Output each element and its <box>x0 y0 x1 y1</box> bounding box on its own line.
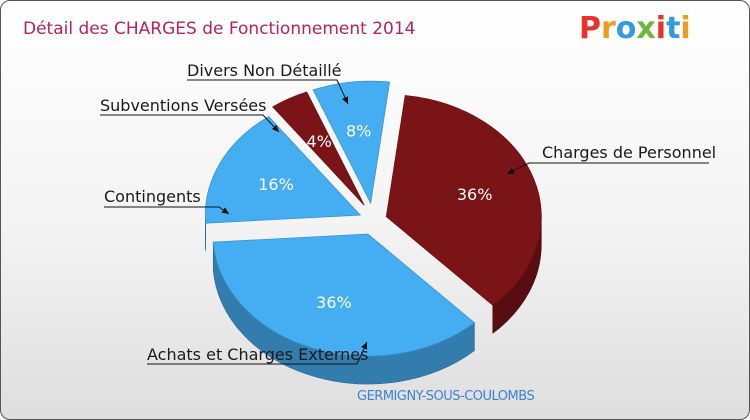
pie-slice-contingents <box>204 116 362 224</box>
proxiti-logo: Proxiti <box>579 11 691 46</box>
leader-arrow-divers-non-detaille <box>342 96 348 104</box>
commune-name: GERMIGNY-SOUS-COULOMBS <box>357 389 534 404</box>
leader-achats-et-charges-externes <box>147 341 368 365</box>
logo-letter-5: i <box>656 11 666 46</box>
logo-letter-6: t <box>666 11 680 46</box>
pie-slice-subventions-versees <box>272 91 365 206</box>
logo-letter-2: r <box>601 11 616 46</box>
pct-label-achats-et-charges-externes: 36% <box>316 293 352 312</box>
pie-slice-divers-non-detaille <box>312 80 391 205</box>
logo-letter-1: P <box>579 11 601 46</box>
logo-letter-4: x <box>636 11 655 46</box>
leader-arrow-charges-de-personnel <box>507 168 515 174</box>
leader-subventions-versees <box>100 114 280 133</box>
label-charges-de-personnel: Charges de Personnel <box>542 143 716 162</box>
pie-tops <box>204 80 542 357</box>
label-divers-non-detaille: Divers Non Détaillé <box>187 61 341 80</box>
chart-title: Détail des CHARGES de Fonctionnement 201… <box>23 19 415 39</box>
leader-arrow-subventions-versees <box>271 124 279 132</box>
leader-arrow-contingents <box>221 207 229 214</box>
label-achats-et-charges-externes: Achats et Charges Externes <box>147 345 368 364</box>
leader-charges-de-personnel <box>506 162 709 175</box>
pct-label-contingents: 16% <box>258 175 294 194</box>
pct-label-charges-de-personnel: 36% <box>457 185 493 204</box>
pct-label-subventions-versees: 4% <box>306 132 331 151</box>
label-subventions-versees: Subventions Versées <box>100 96 266 115</box>
leader-lines <box>100 79 709 365</box>
pie-slice-charges-de-personnel <box>385 95 542 306</box>
logo-letter-3: o <box>616 11 637 46</box>
leader-arrow-achats-et-charges-externes <box>361 342 368 350</box>
pie-slice-achats-et-charges-externes <box>212 233 476 357</box>
leader-divers-non-detaille <box>187 79 349 105</box>
label-contingents: Contingents <box>104 187 201 206</box>
pct-label-divers-non-detaille: 8% <box>346 122 371 141</box>
logo-letter-7: i <box>680 11 690 46</box>
logo-text: Proxiti <box>579 11 691 46</box>
pie-percent-labels: 36% 36% 16% 4% 8% <box>258 122 492 313</box>
